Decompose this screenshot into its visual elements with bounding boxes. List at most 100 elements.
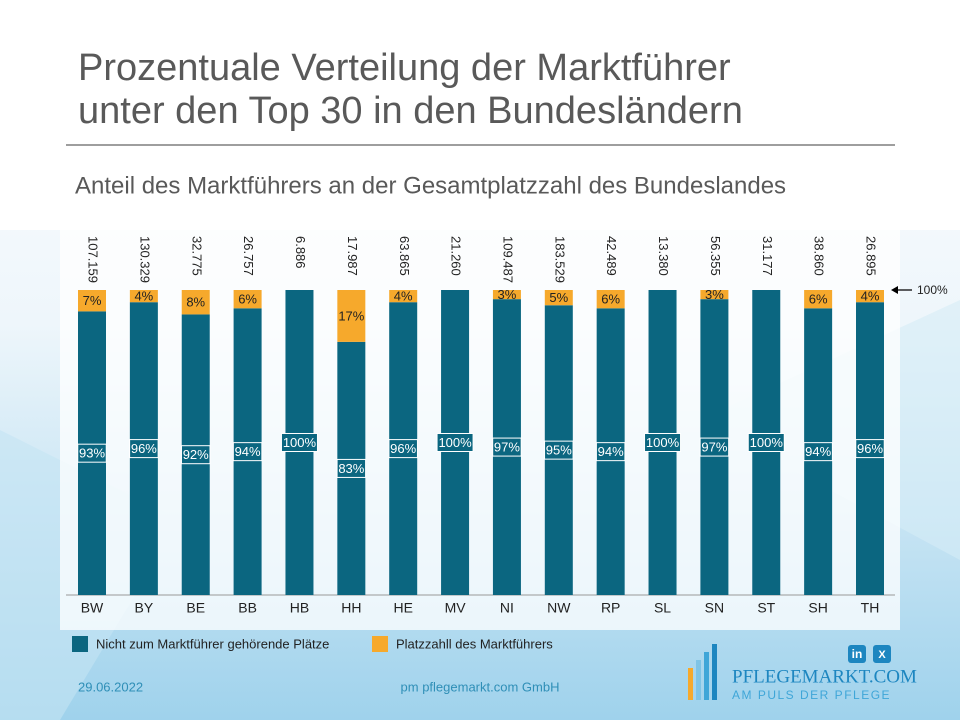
bar-segment xyxy=(856,290,884,303)
value-label: 100% xyxy=(646,435,680,450)
bar-total: 38.860 xyxy=(812,236,827,276)
footer-date: 29.06.2022 xyxy=(78,679,143,694)
value-label: 5% xyxy=(549,290,568,305)
value-label-box xyxy=(180,445,211,465)
value-label: 94% xyxy=(235,444,261,459)
linkedin-icon[interactable] xyxy=(848,645,866,663)
value-label: 92% xyxy=(183,447,209,462)
value-label-box xyxy=(77,443,107,463)
value-label: 3% xyxy=(498,287,517,302)
x-tick-label: NW xyxy=(547,600,571,616)
bar-segment xyxy=(804,290,833,309)
legend-label: Platzzahll des Marktführers xyxy=(396,636,553,651)
annotation-arrowhead xyxy=(891,286,898,294)
value-label-box xyxy=(855,439,885,459)
x-tick-label: ST xyxy=(757,600,775,616)
x-tick-label: NI xyxy=(500,600,514,616)
bar-segment xyxy=(700,290,729,300)
logo-bar xyxy=(688,668,693,700)
x-tick-label: HH xyxy=(341,600,361,616)
value-label: 4% xyxy=(134,289,153,304)
title-line: Prozentuale Verteilung der Marktführer xyxy=(78,47,731,89)
value-label: 96% xyxy=(131,441,157,456)
legend-swatch xyxy=(72,636,88,652)
annotation-label: 100% xyxy=(917,283,948,297)
value-label-box xyxy=(336,458,367,478)
bar-segment xyxy=(78,290,106,312)
value-label: 100% xyxy=(283,435,317,450)
value-label: 6% xyxy=(238,292,257,307)
bar-total: 31.177 xyxy=(760,236,775,276)
x-tick-label: HE xyxy=(393,600,412,616)
logo-slogan: AM PULS DER PFLEGE xyxy=(732,688,891,702)
x-tick-label: BE xyxy=(186,600,205,616)
subtitle: Anteil des Marktführers an der Gesamtpla… xyxy=(75,172,786,199)
value-label: 8% xyxy=(186,295,205,310)
value-label: 17% xyxy=(338,308,364,323)
value-label: 94% xyxy=(598,444,624,459)
bar-total: 6.886 xyxy=(293,236,308,269)
value-label: 3% xyxy=(705,287,724,302)
bar-segment xyxy=(337,290,366,342)
logo-bar xyxy=(704,652,709,700)
value-label: 97% xyxy=(494,440,520,455)
value-label-box xyxy=(280,433,318,452)
x-tick-label: BB xyxy=(238,600,257,616)
x-tick-label: SL xyxy=(654,600,671,616)
value-label: 100% xyxy=(438,435,472,450)
bar-total: 17.987 xyxy=(345,236,360,276)
logo-text: PFLEGEMARKT.COM xyxy=(732,666,917,687)
value-label-box xyxy=(595,442,626,462)
bar-segment xyxy=(544,290,573,306)
bar-total: 109.487 xyxy=(500,236,515,283)
xing-icon[interactable] xyxy=(873,645,891,663)
value-label-box xyxy=(699,437,730,457)
x-tick-label: SN xyxy=(705,600,724,616)
value-label-box xyxy=(388,439,418,459)
value-label-box xyxy=(644,433,682,452)
x-tick-label: RP xyxy=(601,600,620,616)
x-tick-label: SH xyxy=(808,600,827,616)
value-label: 95% xyxy=(546,443,572,458)
x-tick-label: BW xyxy=(81,600,104,616)
x-tick-label: BY xyxy=(135,600,154,616)
value-label-box xyxy=(492,437,522,457)
value-label: 94% xyxy=(805,444,831,459)
value-label: 97% xyxy=(701,440,727,455)
bar-total: 26.895 xyxy=(864,236,879,276)
value-label-box xyxy=(747,433,785,452)
bar-total: 130.329 xyxy=(137,236,152,283)
value-label: 4% xyxy=(861,289,880,304)
value-label-box xyxy=(803,442,833,462)
xing-text: X xyxy=(878,649,886,661)
bar-segment xyxy=(492,290,521,300)
bar-segment xyxy=(129,290,158,303)
value-label: 4% xyxy=(394,289,413,304)
bar-segment xyxy=(389,290,418,303)
bar-total: 42.489 xyxy=(604,236,619,276)
bar-segment xyxy=(596,290,625,309)
footer-company: pm pflegemarkt.com GmbH xyxy=(401,679,560,694)
logo-bar xyxy=(696,660,701,700)
bar-total: 26.757 xyxy=(241,236,256,276)
value-label: 6% xyxy=(809,292,828,307)
value-label: 96% xyxy=(857,441,883,456)
x-tick-label: MV xyxy=(445,600,467,616)
bar-segment xyxy=(233,290,262,309)
bar-total: 32.775 xyxy=(189,236,204,276)
legend-swatch xyxy=(372,636,388,652)
bar-total: 107.159 xyxy=(86,236,101,283)
linkedin-text: in xyxy=(852,647,863,661)
bar-total: 183.529 xyxy=(552,236,567,283)
logo: in X PFLEGEMARKT.COM AM PULS DER PFLEGE xyxy=(688,644,917,702)
value-label: 93% xyxy=(79,446,105,461)
logo-bar xyxy=(712,644,717,700)
value-label: 96% xyxy=(390,441,416,456)
bar-segment xyxy=(181,290,210,315)
value-label: 100% xyxy=(750,435,784,450)
title-line: unter den Top 30 in den Bundesländern xyxy=(78,90,743,132)
bar-total: 56.355 xyxy=(708,236,723,276)
value-label-box xyxy=(436,433,474,452)
value-label: 83% xyxy=(338,461,364,476)
legend-label: Nicht zum Marktführer gehörende Plätze xyxy=(96,636,329,651)
